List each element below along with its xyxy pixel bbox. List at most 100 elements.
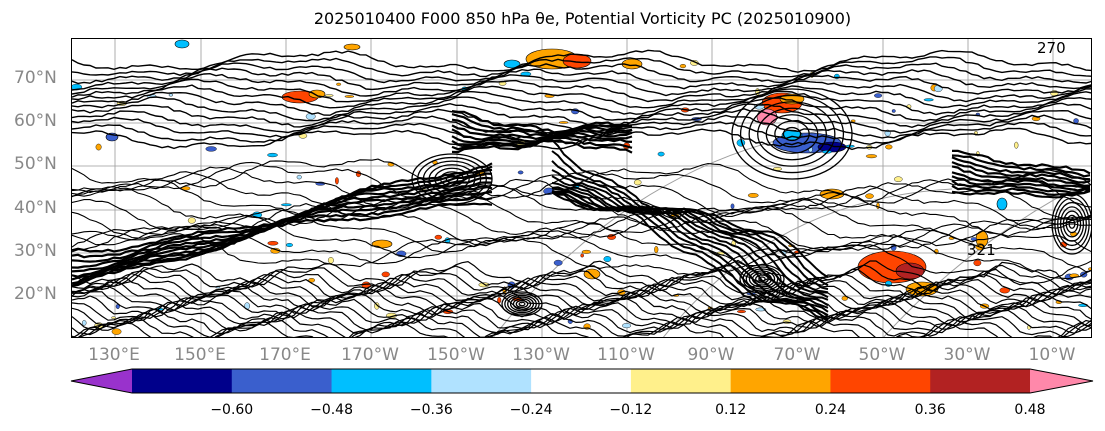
map-panel: 270 321 (71, 38, 1092, 338)
theta-e-closed-contour (515, 299, 529, 309)
lat-label-20n: 20°N (14, 284, 57, 304)
theta-e-closed-contour (509, 296, 535, 312)
pv-anomaly-speck (187, 217, 196, 224)
lat-label-60n: 60°N (14, 111, 57, 131)
pv-anomaly-speck (111, 328, 122, 335)
pv-anomaly-patch (503, 59, 521, 69)
pv-anomaly-speck (747, 193, 759, 198)
colorbar-bin (630, 369, 732, 393)
theta-e-contour (72, 189, 1091, 243)
lat-label-50n: 50°N (14, 154, 57, 174)
theta-e-contour (72, 300, 1091, 327)
theta-e-contour (72, 199, 1091, 247)
contour-labels: 270 321 (967, 39, 1066, 259)
colorbar-tick-label: −0.24 (509, 402, 553, 418)
pv-anomaly-speck (267, 241, 279, 246)
lon-label-30w: 30°W (943, 345, 991, 365)
theta-e-contour (72, 284, 1091, 312)
theta-e-closed-contour (742, 266, 782, 292)
colorbar-tick-label: 0.24 (814, 402, 847, 418)
theta-e-contours (72, 49, 1091, 337)
lat-label-40n: 40°N (14, 198, 57, 218)
map-plot-area: 270 321 (72, 39, 1091, 337)
theta-e-contour (72, 259, 1091, 288)
colorbar-tick-label: −0.12 (609, 402, 653, 418)
theta-e-contour (72, 208, 1091, 259)
theta-e-contour (951, 165, 1091, 188)
theta-e-contour (952, 149, 1091, 175)
theta-e-closed-contour (507, 294, 537, 314)
pv-anomaly-speck (580, 253, 584, 258)
theta-e-closed-contour (745, 268, 779, 290)
theta-e-closed-contour (411, 153, 493, 205)
colorbar-tick-label: 0.48 (1014, 402, 1046, 418)
pv-anomaly-speck (82, 320, 87, 326)
pv-anomaly-speck (841, 295, 848, 301)
pv-anomaly-speck (1073, 118, 1079, 124)
theta-e-closed-contour (1054, 197, 1090, 251)
pv-anomaly-speck (885, 144, 893, 150)
pv-anomaly-speck (1087, 267, 1091, 271)
pv-anomaly-speck (517, 170, 524, 175)
theta-e-contour (72, 214, 1091, 273)
pv-anomaly-speck (285, 242, 293, 248)
theta-e-contour (72, 121, 1091, 145)
pv-anomaly-speck (553, 259, 563, 266)
theta-e-closed-contour (422, 160, 482, 198)
pv-anomaly-speck (876, 202, 880, 210)
theta-e-contour (72, 311, 1091, 337)
pv-anomaly-speck (923, 98, 934, 102)
colorbar-bin (331, 369, 432, 393)
theta-e-contour (951, 175, 1091, 192)
pv-anomaly-speck (381, 271, 390, 278)
theta-e-contour (951, 156, 1091, 181)
theta-e-closed-contour (748, 101, 836, 167)
contour-label-321: 321 (967, 241, 996, 259)
pv-anomaly-speck (633, 179, 642, 186)
theta-e-contour (451, 113, 633, 137)
theta-e-contour (951, 154, 1091, 178)
theta-e-contour (72, 62, 1091, 85)
colorbar-extend-high (1030, 369, 1093, 393)
lon-label-130e: 130°E (88, 345, 140, 365)
theta-e-contour (72, 72, 1091, 97)
theta-e-closed-contour (1059, 206, 1085, 242)
pv-anomaly-speck (581, 249, 591, 254)
colorbar-outline (70, 368, 1094, 394)
pv-anomaly-patch (371, 239, 393, 249)
theta-e-contour (72, 67, 1091, 91)
theta-e-closed-contour (512, 298, 532, 310)
theta-e-contour (551, 169, 829, 294)
pv-anomaly-speck (267, 152, 278, 158)
lat-label-70n: 70°N (14, 68, 57, 88)
theta-e-closed-contour (765, 114, 819, 154)
theta-e-closed-contour (758, 276, 766, 282)
theta-e-contour (72, 202, 493, 288)
pv-anomaly-speck (622, 323, 632, 329)
pv-anomaly-speck (280, 203, 292, 207)
theta-e-closed-contour (417, 156, 487, 202)
background-curve (662, 188, 953, 337)
theta-e-contour (72, 178, 1091, 237)
colorbar-tick-label: 0.12 (715, 402, 747, 418)
theta-e-contour (72, 308, 1091, 336)
theta-e-contour (72, 296, 1091, 324)
colorbar-bin (132, 369, 233, 393)
theta-e-contour (72, 162, 493, 253)
pv-anomaly-patch (583, 268, 601, 280)
theta-e-contour (72, 56, 1091, 78)
pv-anomaly-speck (205, 146, 217, 152)
theta-e-contour (72, 84, 1091, 109)
colorbar-bin (531, 369, 632, 393)
pv-anomaly-speck (603, 256, 612, 262)
theta-e-contour (451, 124, 633, 141)
pv-anomaly-speck (111, 316, 116, 319)
pv-anomaly-speck (335, 177, 339, 185)
theta-e-closed-contour (1057, 201, 1087, 247)
lon-label-10w: 10°W (1028, 345, 1076, 365)
theta-e-closed-contour (504, 293, 540, 315)
pv-anomaly-speck (296, 174, 302, 180)
pv-anomaly-speck (181, 186, 191, 191)
theta-e-closed-contour (748, 270, 776, 288)
theta-e-closed-contour (751, 272, 773, 286)
